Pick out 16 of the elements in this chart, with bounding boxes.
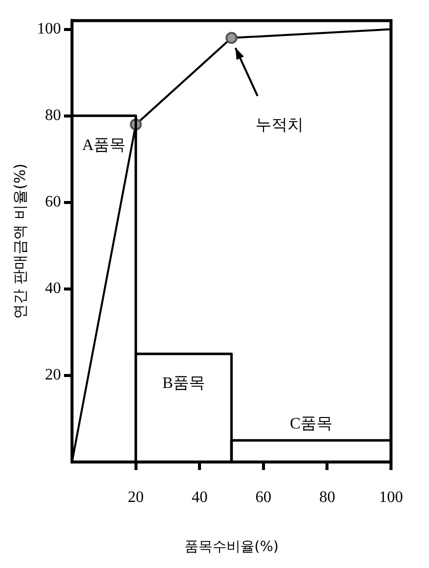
x-tick-label: 80 xyxy=(319,488,336,506)
annotation: 누적치 xyxy=(256,117,304,134)
y-tick-label: 20 xyxy=(45,366,61,384)
x-tick-label: 60 xyxy=(255,488,272,506)
y-axis-title: 연간 판매금액 비율(%) xyxy=(10,164,29,320)
annotation: C품목 xyxy=(290,416,333,433)
annotation: A품목 xyxy=(82,137,126,154)
x-tick-label: 20 xyxy=(128,488,144,506)
y-tick-label: 40 xyxy=(45,280,61,298)
y-tick-label: 80 xyxy=(45,107,61,124)
annotation: B품목 xyxy=(162,375,205,392)
y-tick-label: 60 xyxy=(45,194,61,211)
x-tick-label: 40 xyxy=(192,488,208,506)
y-tick-label: 100 xyxy=(37,20,61,38)
x-tick-label: 100 xyxy=(379,488,403,506)
x-axis-title: 품목수비율(%) xyxy=(184,539,279,556)
